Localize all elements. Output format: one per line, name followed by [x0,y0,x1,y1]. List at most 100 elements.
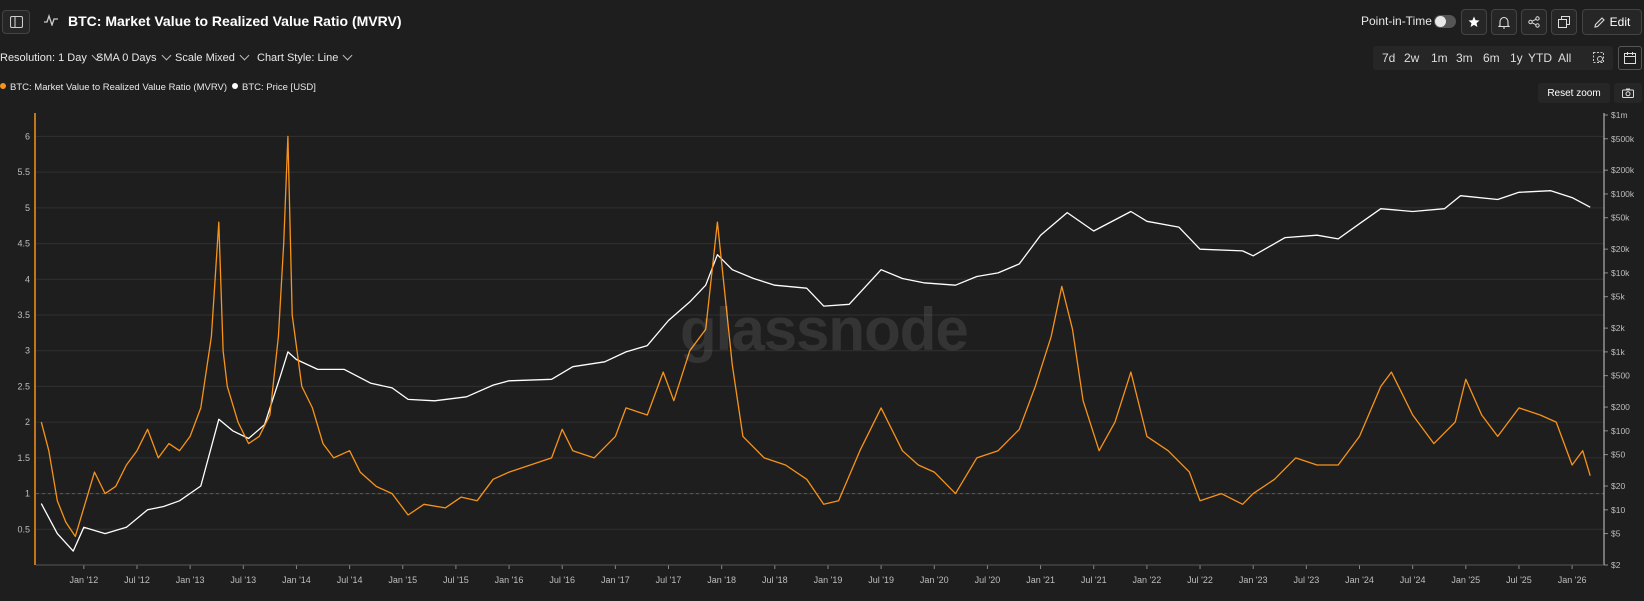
bell-icon [1498,16,1510,29]
sidebar-toggle-button[interactable] [2,10,30,34]
y-right-tick-label: $1m [1611,110,1628,120]
watermark: glassnode [680,296,969,363]
time-range-selector: 7d 2w 1m 3m 6m 1y YTD All [1373,46,1613,70]
range-1y[interactable]: 1y [1510,51,1523,65]
range-all[interactable]: All [1558,51,1572,65]
duplicate-button[interactable] [1551,9,1577,35]
point-in-time-toggle[interactable] [1434,15,1456,28]
range-7d[interactable]: 7d [1382,51,1396,65]
x-tick-label: Jan '19 [814,575,843,585]
y-right-tick-label: $20 [1611,481,1625,491]
mvrv-chart[interactable]: 0.5 1 1.5 2 2.5 3 3.5 4 4.5 5 5.5 6 $2 $5 $10 $20 $50 $10… [0,108,1644,601]
share-button[interactable] [1521,9,1547,35]
edit-button[interactable]: Edit [1582,9,1642,35]
y-left-tick-label: 2.5 [17,381,30,391]
x-tick-label: Jul '20 [975,575,1001,585]
y-right-tick-label: $200 [1611,402,1630,412]
range-3m[interactable]: 3m [1456,51,1473,65]
legend-item-price[interactable]: BTC: Price [USD] [232,82,316,93]
y-right-tick-label: $10 [1611,505,1625,515]
range-2w[interactable]: 2w [1404,51,1420,65]
y-right-tick-label: $500k [1611,134,1635,144]
favorite-button[interactable] [1461,9,1487,35]
x-tick-label: Jul '12 [124,575,150,585]
range-1m[interactable]: 1m [1431,51,1448,65]
y-left-tick-label: 3.5 [17,310,30,320]
resolution-dropdown[interactable]: Resolution: 1 Day [0,50,102,64]
alert-button[interactable] [1491,9,1517,35]
legend-label-mvrv: BTC: Market Value to Realized Value Rati… [10,82,228,93]
x-tick-label: Jan '25 [1451,575,1480,585]
y-right-tick-label: $100k [1611,189,1635,199]
x-tick-label: Jul '16 [549,575,575,585]
calendar-icon [1624,52,1636,64]
series-line-price[interactable] [40,190,1591,552]
x-tick-label: Jan '18 [707,575,736,585]
x-tick-label: Jul '25 [1506,575,1532,585]
pulse-icon [44,14,58,26]
reset-zoom-button[interactable]: Reset zoom [1538,83,1610,103]
x-tick-label: Jan '15 [388,575,417,585]
x-tick-label: Jan '16 [495,575,524,585]
x-tick-label: Jul '18 [762,575,788,585]
y-right-tick-label: $5 [1611,529,1621,539]
series-line-mvrv[interactable] [40,135,1591,538]
y-right-tick-label: $2 [1611,560,1621,570]
range-6m[interactable]: 6m [1483,51,1500,65]
legend-item-mvrv[interactable]: BTC: Market Value to Realized Value Rati… [0,82,227,93]
x-tick-label: Jan '20 [920,575,949,585]
chart-style-dropdown[interactable]: Chart Style: Line [257,50,353,64]
x-tick-label: Jan '17 [601,575,630,585]
x-tick-label: Jul '19 [868,575,894,585]
chevron-down-icon [239,50,250,61]
x-tick-label: Jul '15 [443,575,469,585]
y-left-tick-label: 0.5 [17,524,30,534]
sma-label: SMA 0 Days [96,52,157,64]
y-left-tick-label: 4 [25,274,30,284]
y-left-tick-label: 1 [25,489,30,499]
x-tick-label: Jan '26 [1558,575,1587,585]
x-tick-label: Jan '22 [1133,575,1162,585]
y-right-tick-label: $20k [1611,244,1630,254]
x-tick-label: Jan '14 [282,575,311,585]
x-tick-label: Jul '22 [1187,575,1213,585]
y-right-tick-label: $1k [1611,347,1625,357]
scale-dropdown[interactable]: Scale Mixed [175,50,250,64]
x-tick-label: Jul '17 [656,575,682,585]
y-left-tick-label: 2 [25,417,30,427]
edit-icon [1593,16,1605,28]
top-bar: BTC: Market Value to Realized Value Rati… [0,0,1644,44]
page-title: BTC: Market Value to Realized Value Rati… [68,13,402,29]
x-tick-label: Jul '21 [1081,575,1107,585]
y-left-tick-label: 5 [25,203,30,213]
camera-icon [1622,88,1634,98]
x-tick-label: Jan '12 [69,575,98,585]
sma-dropdown[interactable]: SMA 0 Days [96,50,171,64]
y-right-tick-label: $10k [1611,268,1630,278]
x-tick-label: Jul '23 [1293,575,1319,585]
y-right-tick-label: $50 [1611,450,1625,460]
x-tick-label: Jan '24 [1345,575,1374,585]
y-right-tick-label: $500 [1611,371,1630,381]
share-icon [1528,16,1540,28]
star-icon [1468,16,1480,27]
x-tick-label: Jul '14 [337,575,363,585]
chevron-down-icon [342,50,353,61]
legend-swatch-mvrv [0,83,6,90]
y-left-tick-label: 4.5 [17,239,30,249]
scale-label: Scale Mixed [175,52,235,64]
legend-swatch-price [232,83,238,90]
chevron-down-icon [161,50,171,61]
edit-label: Edit [1609,15,1631,29]
y-left-tick-label: 6 [25,131,30,141]
toggle-knob [1435,16,1446,27]
y-right-tick-label: $2k [1611,323,1625,333]
calendar-button[interactable] [1618,46,1642,70]
y-right-tick-label: $100 [1611,426,1630,436]
plot-area [36,115,1604,565]
zoom-select-icon[interactable] [1593,52,1605,64]
y-left-tick-label: 1.5 [17,453,30,463]
screenshot-button[interactable] [1614,83,1642,103]
copy-icon [1558,16,1570,28]
range-ytd[interactable]: YTD [1528,51,1552,65]
